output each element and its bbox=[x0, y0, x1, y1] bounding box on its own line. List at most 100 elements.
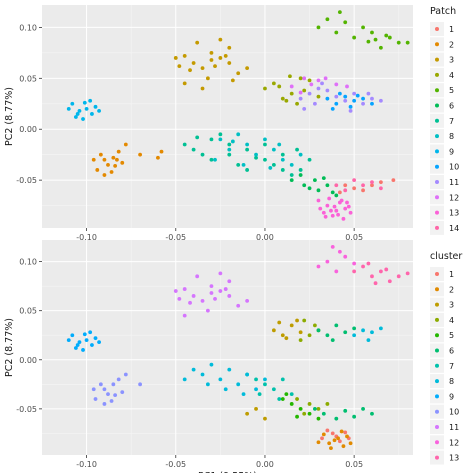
legend-label: 6 bbox=[449, 347, 454, 356]
data-point bbox=[325, 333, 330, 338]
data-point bbox=[316, 264, 321, 269]
data-point bbox=[70, 101, 75, 106]
y-axis-title: PC2 (8.77%) bbox=[4, 318, 15, 377]
legend-marker bbox=[435, 363, 439, 368]
data-point bbox=[263, 377, 267, 382]
data-point bbox=[289, 162, 294, 167]
data-point bbox=[387, 35, 392, 40]
data-point bbox=[316, 440, 321, 445]
data-point bbox=[352, 178, 357, 183]
y-tick-label: 0.05 bbox=[19, 307, 37, 316]
data-point bbox=[302, 106, 307, 111]
data-point bbox=[321, 432, 326, 437]
data-point bbox=[200, 152, 205, 157]
data-point bbox=[337, 10, 342, 15]
legend-label: 5 bbox=[449, 86, 454, 95]
legend-marker bbox=[435, 118, 439, 123]
data-point bbox=[209, 58, 214, 62]
data-point bbox=[343, 430, 348, 435]
data-point bbox=[316, 188, 321, 193]
data-point bbox=[284, 98, 289, 103]
plot-panel-background bbox=[42, 5, 413, 228]
data-point bbox=[218, 56, 223, 60]
data-point bbox=[195, 274, 200, 279]
data-point bbox=[188, 68, 192, 73]
data-point bbox=[245, 411, 250, 416]
data-point bbox=[329, 446, 333, 451]
legend-label: 12 bbox=[449, 438, 459, 447]
scatter-panel-cluster: -0.10 -0.05 0.00 0.05 -0.05 0.00 0.05 0.10 PC1 (… bbox=[4, 240, 462, 473]
data-point bbox=[280, 168, 285, 172]
data-point bbox=[334, 208, 339, 213]
data-point bbox=[227, 142, 232, 147]
legend-item: 3 bbox=[430, 52, 454, 67]
data-point bbox=[345, 200, 349, 205]
data-point bbox=[81, 348, 85, 352]
data-point bbox=[329, 208, 333, 213]
data-point bbox=[323, 214, 328, 219]
data-point bbox=[75, 343, 80, 347]
data-point bbox=[352, 269, 357, 274]
x-tick-label: 0.00 bbox=[256, 233, 274, 242]
data-point bbox=[73, 346, 78, 350]
legend-marker bbox=[435, 195, 439, 200]
data-point bbox=[352, 326, 357, 331]
legend-label: 7 bbox=[449, 362, 454, 371]
legend-item: 1 bbox=[430, 267, 454, 281]
data-point bbox=[295, 318, 299, 323]
data-point bbox=[254, 406, 258, 411]
data-point bbox=[280, 152, 285, 157]
data-point bbox=[102, 402, 107, 406]
data-point bbox=[302, 318, 307, 323]
data-point bbox=[182, 81, 187, 86]
data-point bbox=[109, 170, 114, 174]
data-point bbox=[334, 94, 339, 99]
data-point bbox=[138, 382, 143, 387]
data-point bbox=[307, 186, 312, 191]
data-point bbox=[277, 142, 282, 147]
data-point bbox=[334, 101, 339, 106]
data-point bbox=[334, 323, 339, 328]
data-point bbox=[73, 115, 78, 119]
data-point bbox=[316, 198, 321, 203]
y-tick-label: 0.10 bbox=[19, 258, 37, 267]
data-point bbox=[205, 382, 210, 387]
data-point bbox=[95, 168, 100, 172]
data-point bbox=[405, 271, 410, 276]
data-point bbox=[348, 104, 353, 109]
data-point bbox=[263, 86, 267, 91]
data-point bbox=[84, 338, 89, 343]
data-point bbox=[218, 377, 223, 382]
data-point bbox=[123, 372, 128, 377]
data-point bbox=[366, 39, 371, 44]
legend-label: 8 bbox=[449, 132, 454, 141]
data-point bbox=[298, 173, 303, 177]
data-point bbox=[298, 76, 303, 81]
data-point bbox=[227, 61, 232, 65]
data-point bbox=[289, 173, 294, 177]
data-point bbox=[307, 78, 312, 83]
data-point bbox=[66, 338, 71, 343]
data-point bbox=[345, 434, 349, 439]
data-point bbox=[271, 147, 276, 152]
data-point bbox=[271, 328, 276, 333]
data-point bbox=[113, 393, 118, 398]
data-point bbox=[325, 203, 330, 208]
y-tick-label: 0.10 bbox=[19, 23, 37, 32]
data-point bbox=[263, 157, 267, 162]
data-point bbox=[230, 139, 235, 144]
data-point bbox=[298, 168, 303, 172]
legend-item: 11 bbox=[430, 175, 459, 189]
data-point bbox=[245, 147, 250, 152]
y-tick-label: -0.05 bbox=[16, 176, 37, 185]
data-point bbox=[227, 279, 232, 284]
data-point bbox=[123, 142, 128, 147]
data-point bbox=[120, 390, 125, 395]
legend-item: 6 bbox=[430, 98, 454, 113]
data-point bbox=[366, 91, 371, 96]
data-point bbox=[312, 101, 317, 106]
legend-label: 1 bbox=[449, 270, 454, 279]
legend-item: 12 bbox=[430, 190, 459, 205]
legend-label: 14 bbox=[449, 224, 459, 233]
